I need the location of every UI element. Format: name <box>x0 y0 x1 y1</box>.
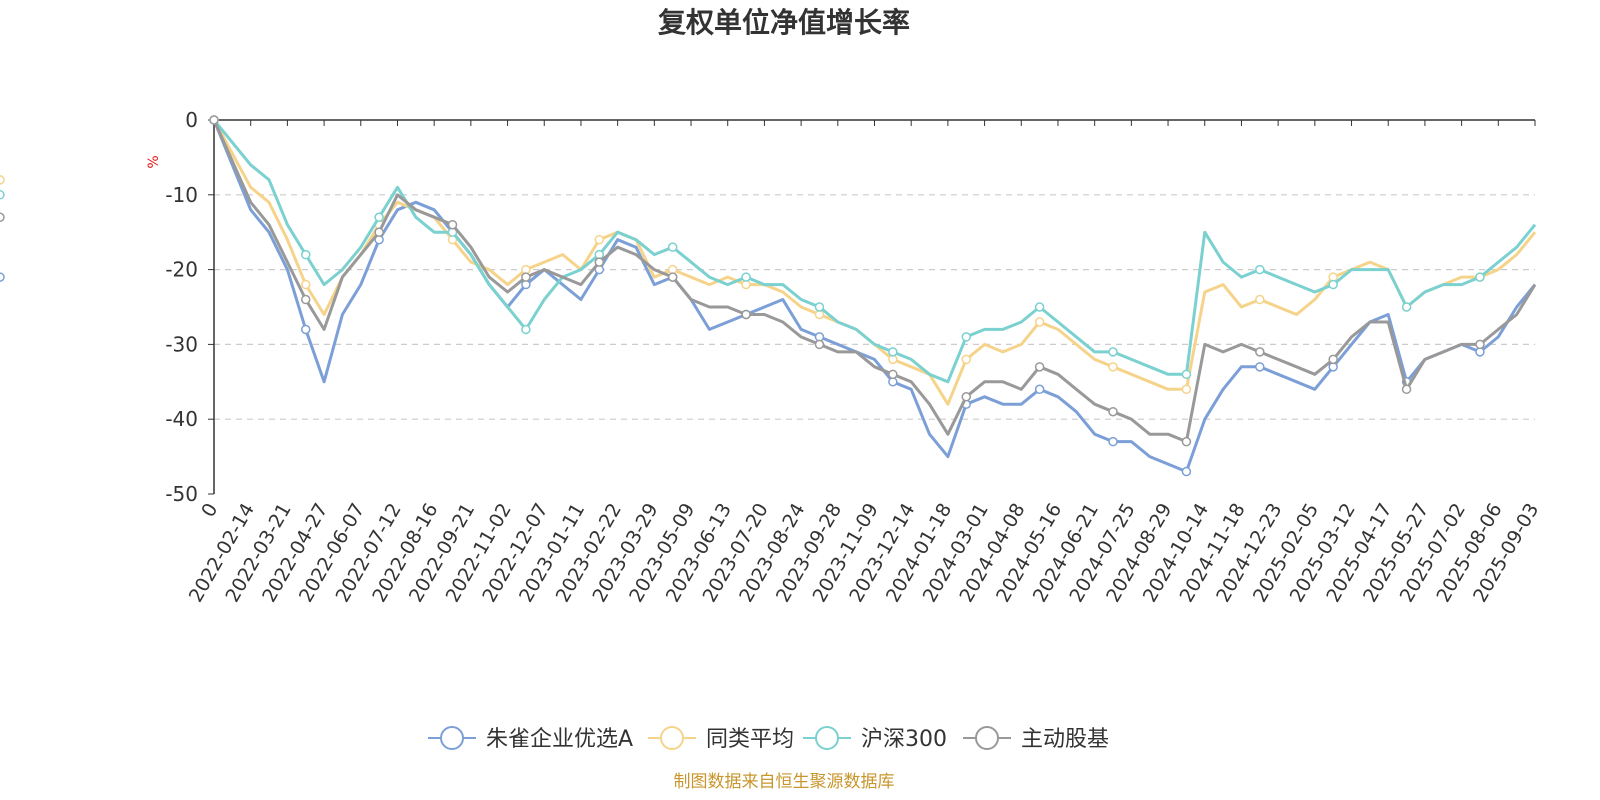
data-point <box>961 332 971 342</box>
data-point <box>1034 302 1045 312</box>
data-point <box>521 272 531 282</box>
data-point <box>1181 384 1192 395</box>
data-point <box>961 354 971 365</box>
data-point <box>594 257 605 267</box>
data-point <box>209 115 219 125</box>
grid-lines <box>214 194 1535 420</box>
data-point <box>667 272 678 282</box>
data-point <box>447 219 458 230</box>
data-source-note: 制图数据来自恒生聚源数据库 <box>674 772 895 792</box>
series-line <box>212 119 1537 406</box>
data-point <box>594 234 605 245</box>
data-point <box>1401 302 1412 312</box>
data-point <box>1255 264 1265 275</box>
data-point <box>300 324 311 335</box>
data-point <box>1034 317 1045 327</box>
legend-label: 朱雀企业优选A <box>486 727 633 752</box>
data-point <box>814 302 825 312</box>
y-tick-label: 0 <box>185 108 198 132</box>
data-point <box>1475 339 1485 350</box>
data-point <box>1255 362 1265 372</box>
legend-item[interactable]: 同类平均 <box>648 726 794 752</box>
data-point <box>1181 466 1192 477</box>
legend-item[interactable]: 主动股基 <box>963 726 1109 752</box>
legend-label: 沪深300 <box>861 727 947 752</box>
data-point <box>521 324 531 335</box>
data-point <box>1108 362 1118 372</box>
series-line <box>212 119 1537 384</box>
data-point <box>1475 272 1485 282</box>
legend-label: 同类平均 <box>706 727 794 752</box>
legend-label: 主动股基 <box>1021 727 1109 752</box>
data-point <box>1181 436 1192 447</box>
legend-item[interactable]: 沪深300 <box>803 726 947 752</box>
data-point <box>1255 347 1265 357</box>
data-point <box>0 212 5 222</box>
data-point <box>1108 406 1118 417</box>
data-point <box>814 339 825 350</box>
data-point <box>1328 279 1338 290</box>
data-point <box>1108 436 1118 447</box>
data-point <box>741 272 751 282</box>
legend-swatch-marker <box>975 726 999 750</box>
chart-title: 复权单位净值增长率 <box>658 6 910 39</box>
legend-swatch-marker <box>440 726 464 750</box>
y-tick-label: -30 <box>165 332 198 356</box>
legend: 朱雀企业优选A 同类平均 沪深300 主动股基 <box>428 726 1109 752</box>
data-point <box>0 190 5 200</box>
x-axis: 02022-02-142022-03-212022-04-272022-06-0… <box>185 119 1543 606</box>
data-point <box>300 249 311 260</box>
data-point <box>1181 369 1192 380</box>
y-tick-label: -40 <box>165 407 198 431</box>
data-point <box>1255 294 1265 305</box>
y-tick-label: -50 <box>165 482 198 506</box>
legend-swatch-marker <box>815 726 839 750</box>
data-point <box>1034 384 1045 395</box>
data-point <box>888 347 898 357</box>
data-point <box>961 392 971 402</box>
x-tick-label: 0 <box>197 500 222 521</box>
data-point <box>300 279 311 290</box>
data-point <box>300 294 311 305</box>
data-point <box>374 227 384 237</box>
data-point <box>667 242 678 252</box>
data-point <box>0 272 5 282</box>
data-point <box>374 212 384 222</box>
legend-item[interactable]: 朱雀企业优选A <box>428 726 633 752</box>
data-point <box>888 369 898 380</box>
data-point <box>0 175 5 185</box>
series-朱雀企业优选A <box>0 115 1537 477</box>
series-layer <box>0 115 1537 477</box>
y-tick-label: -20 <box>165 258 198 282</box>
data-point <box>1328 354 1338 365</box>
series-主动股基 <box>0 115 1537 447</box>
y-axis: 0 -10 -20 -30 -40 -50 <box>165 108 215 506</box>
y-tick-label: -10 <box>165 183 198 207</box>
data-point <box>741 309 751 320</box>
legend-swatch-marker <box>660 726 684 750</box>
data-point <box>1034 362 1045 372</box>
data-point <box>1108 347 1118 357</box>
y-axis-unit-label: % <box>146 155 162 168</box>
data-point <box>1401 384 1412 395</box>
